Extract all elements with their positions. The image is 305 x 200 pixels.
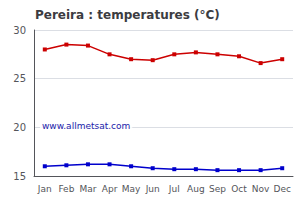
svg-text:Pereira : temperatures (°C): Pereira : temperatures (°C) [35,8,220,22]
svg-text:Jul: Jul [168,184,180,194]
svg-text:30: 30 [13,25,26,36]
svg-text:25: 25 [13,73,26,84]
svg-text:Mar: Mar [79,184,96,194]
svg-text:www.allmetsat.com: www.allmetsat.com [42,121,130,131]
svg-text:May: May [122,184,141,194]
svg-text:Aug: Aug [187,184,205,194]
svg-text:Nov: Nov [252,184,270,194]
svg-text:15: 15 [13,171,26,182]
svg-text:Jan: Jan [37,184,52,194]
svg-text:Jun: Jun [145,184,160,194]
svg-text:Feb: Feb [58,184,74,194]
svg-text:20: 20 [13,122,26,133]
svg-text:Sep: Sep [209,184,226,194]
svg-text:Apr: Apr [102,184,118,194]
svg-text:Dec: Dec [273,184,290,194]
svg-text:Oct: Oct [231,184,247,194]
